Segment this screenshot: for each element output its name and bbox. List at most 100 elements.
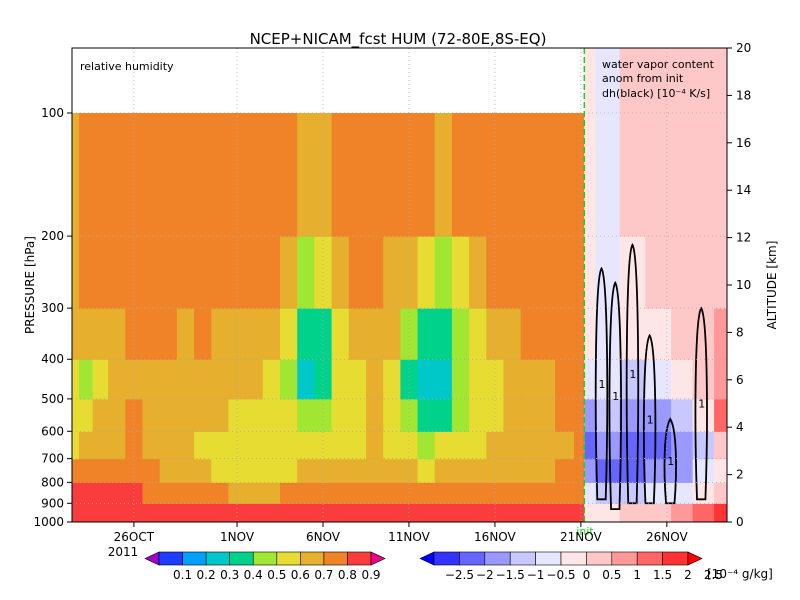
rh-cell: [574, 308, 585, 360]
rh-cell: [383, 431, 401, 460]
vapor-anomaly-field: [584, 48, 727, 522]
pressure-tick-label: 800: [41, 475, 64, 489]
rh-cell: [574, 398, 585, 432]
rh-cell: [297, 482, 315, 504]
anom-cell: [714, 431, 727, 460]
rh-cell: [211, 359, 230, 400]
colorbar-swatch: [433, 551, 460, 566]
rh-cell: [108, 308, 126, 360]
rh-cell: [194, 308, 212, 360]
rh-cell: [469, 359, 487, 400]
rh-cell: [348, 236, 367, 309]
anom-cell: [619, 48, 646, 237]
pressure-tick-label: 400: [41, 352, 64, 366]
rh-cell: [366, 431, 384, 460]
rh-cell: [451, 113, 470, 237]
rh-cell: [469, 113, 487, 237]
rh-cell: [537, 398, 556, 432]
rh-cell: [159, 398, 178, 432]
colorbar-swatch: [636, 551, 663, 566]
date-tick-label: 16NOV: [474, 530, 516, 544]
rh-cell: [383, 308, 401, 360]
rh-cell: [176, 458, 195, 483]
anom-cell: [692, 48, 715, 237]
colorbar-label: −1: [527, 568, 545, 582]
rh-cell: [348, 503, 367, 522]
rh-cell: [159, 503, 178, 522]
pressure-tick-label: 700: [41, 452, 64, 466]
dh-contour: [642, 333, 657, 505]
rh-cell: [400, 398, 419, 432]
anom-cell: [595, 482, 621, 504]
rh-cell: [245, 113, 264, 237]
rh-cell: [469, 503, 487, 522]
rh-cell: [297, 503, 315, 522]
anom-cell: [714, 482, 727, 504]
rh-cell: [383, 503, 401, 522]
rh-cell: [280, 308, 298, 360]
anom-cell: [692, 236, 715, 309]
rh-cell: [537, 308, 556, 360]
rh-cell: [108, 458, 126, 483]
rh-cell: [280, 398, 298, 432]
relative-humidity-field: [72, 113, 585, 522]
rh-cell: [348, 113, 367, 237]
rh-cell: [176, 308, 195, 360]
anom-cell: [714, 236, 727, 309]
rh-cell: [194, 398, 212, 432]
rh-cell: [383, 482, 401, 504]
rh-cell: [211, 398, 230, 432]
rh-cell: [503, 503, 522, 522]
rh-cell: [383, 113, 401, 237]
colorbar-label: 0.8: [338, 568, 357, 582]
rh-cell: [331, 482, 350, 504]
rh-cell: [228, 482, 247, 504]
rh-cell: [520, 458, 539, 483]
colorbar-vapor-anomaly: −2.5 −2 −1.5 −1 −0.5 0 0.5 1 1.5 2 2.5: [419, 551, 723, 582]
rh-cell: [348, 398, 367, 432]
rh-cell: [434, 503, 453, 522]
rh-cell: [520, 308, 539, 360]
colorbar-label: 0.5: [267, 568, 286, 582]
anom-cell: [584, 359, 597, 400]
rh-cell: [503, 431, 522, 460]
anom-cell: [645, 359, 672, 400]
rh-cell: [555, 398, 575, 432]
colorbar-relative-humidity: 0.1 0.2 0.3 0.4 0.5 0.6 0.7 0.8 0.9: [144, 551, 386, 582]
rh-cell: [92, 503, 109, 522]
rh-cell: [451, 431, 470, 460]
rh-cell: [125, 359, 144, 400]
rh-cell: [194, 236, 212, 309]
anom-cell: [619, 458, 646, 483]
rh-cell: [469, 308, 487, 360]
rh-cell: [366, 113, 384, 237]
altitude-tick-label: 12: [736, 231, 751, 245]
rh-cell: [125, 431, 144, 460]
rh-cell: [400, 113, 419, 237]
rh-cell: [211, 482, 230, 504]
rh-cell: [176, 431, 195, 460]
dh-contour-label: 1: [698, 398, 705, 411]
rh-cell: [159, 308, 178, 360]
rh-cell: [537, 113, 556, 237]
dh-contour: [608, 281, 622, 511]
colorbar-swatch: [158, 551, 183, 566]
rh-cell: [297, 236, 315, 309]
rh-cell: [92, 482, 109, 504]
rh-cell: [78, 431, 94, 460]
colorbar-label: −0.5: [546, 568, 575, 582]
rh-cell: [486, 398, 505, 432]
anom-cell: [692, 431, 715, 460]
colorbar-swatch: [509, 551, 536, 566]
pressure-tick-label: 100: [41, 106, 64, 120]
anom-cell: [595, 503, 621, 522]
rh-cell: [451, 458, 470, 483]
rh-cell: [331, 113, 350, 237]
rh-cell: [434, 482, 453, 504]
colorbar-swatch: [252, 551, 278, 566]
colorbar-swatch: [586, 551, 613, 566]
anom-cell: [619, 482, 646, 504]
rh-cell: [469, 398, 487, 432]
rh-cell: [211, 503, 230, 522]
rh-cell: [176, 236, 195, 309]
